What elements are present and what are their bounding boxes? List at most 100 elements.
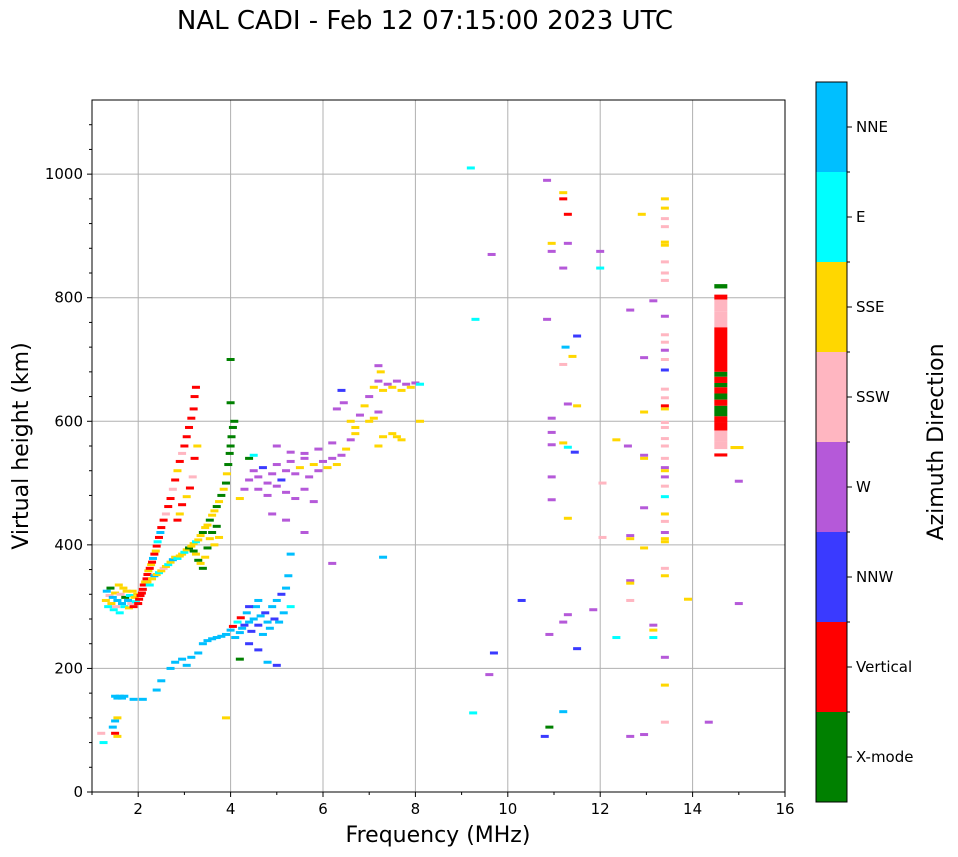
echo-point (626, 579, 635, 583)
echo-point (115, 611, 124, 615)
echo-point (626, 734, 635, 738)
echo-point (245, 605, 254, 609)
colorbar-swatch (816, 172, 847, 262)
colorbar-label: E (856, 208, 865, 226)
echo-point (157, 526, 166, 530)
echo-bar (714, 327, 728, 372)
echo-point (249, 469, 258, 473)
echo-point (119, 586, 128, 590)
echo-point (660, 475, 669, 479)
echo-point (113, 734, 122, 738)
echo-point (540, 734, 549, 738)
echo-point (166, 560, 175, 564)
echo-point (660, 314, 669, 318)
echo-point (300, 451, 309, 455)
echo-bar (714, 294, 728, 300)
echo-point (272, 444, 281, 448)
echo-bar (714, 399, 728, 406)
echo-point (640, 546, 649, 550)
echo-bar (714, 299, 728, 312)
echo-point (626, 308, 635, 312)
echo-point (402, 382, 411, 386)
echo-point (268, 605, 277, 609)
echo-point (573, 647, 582, 651)
echo-point (332, 407, 341, 411)
echo-point (626, 598, 635, 602)
echo-point (547, 249, 556, 253)
echo-point (111, 694, 120, 698)
echo-point (416, 419, 425, 423)
echo-point (256, 614, 265, 618)
echo-point (282, 490, 291, 494)
echo-point (145, 566, 154, 570)
colorbar-swatch (816, 532, 847, 622)
echo-point (466, 166, 475, 170)
echo-point (148, 556, 157, 560)
echo-point (187, 655, 196, 659)
echo-point (547, 443, 556, 447)
echo-point (190, 395, 199, 399)
echo-point (189, 407, 198, 411)
echo-point (286, 459, 295, 463)
echo-point (125, 594, 134, 598)
echo-point (337, 388, 346, 392)
echo-point (153, 540, 162, 544)
echo-point (101, 598, 110, 602)
echo-point (201, 526, 210, 530)
echo-point (392, 435, 401, 439)
echo-point (660, 720, 669, 724)
echo-point (660, 197, 669, 201)
echo-point (240, 623, 249, 627)
echo-point (660, 240, 669, 244)
echo-point (212, 505, 221, 509)
echo-point (182, 435, 191, 439)
echo-point (660, 243, 669, 247)
echo-point (203, 546, 212, 550)
x-tick-label: 16 (775, 800, 794, 818)
colorbar-label: NNE (856, 118, 888, 136)
echo-point (369, 385, 378, 389)
colorbar-swatch (816, 352, 847, 442)
echo-point (660, 519, 669, 523)
colorbar-swatch (816, 442, 847, 532)
echo-point (406, 385, 415, 389)
colorbar: X-mode Vertical NNW W SSW SSE E NNE (815, 81, 913, 803)
echo-point (171, 478, 180, 482)
echo-point (660, 466, 669, 470)
echo-point (254, 648, 263, 652)
echo-point (212, 636, 221, 640)
echo-point (157, 569, 166, 573)
echo-point (147, 563, 156, 567)
echo-point (383, 382, 392, 386)
echo-point (573, 334, 582, 338)
echo-point (150, 552, 159, 556)
echo-point (208, 531, 217, 534)
echo-point (194, 651, 203, 655)
echo-point (626, 581, 635, 585)
x-tick-label: 10 (498, 800, 517, 818)
y-tick-label: 1000 (45, 165, 83, 183)
echo-point (660, 425, 669, 429)
echo-point (379, 555, 388, 559)
echo-point (272, 484, 281, 488)
echo-point (734, 602, 743, 606)
echo-point (263, 481, 272, 485)
echo-point (168, 558, 177, 562)
echo-point (254, 475, 263, 479)
echo-point (157, 679, 166, 683)
echo-point (295, 466, 304, 470)
echo-point (660, 531, 669, 534)
echo-point (254, 623, 263, 627)
echo-point (660, 540, 669, 544)
echo-bar (714, 416, 728, 423)
y-tick-label: 600 (54, 412, 83, 430)
echo-point (300, 531, 309, 534)
echo-point (118, 696, 127, 700)
echo-point (272, 598, 281, 602)
echo-point (416, 382, 425, 386)
echo-point (193, 444, 202, 448)
echo-point (151, 549, 160, 553)
echo-point (568, 354, 577, 358)
echo-point (332, 463, 341, 467)
echo-point (254, 598, 263, 602)
